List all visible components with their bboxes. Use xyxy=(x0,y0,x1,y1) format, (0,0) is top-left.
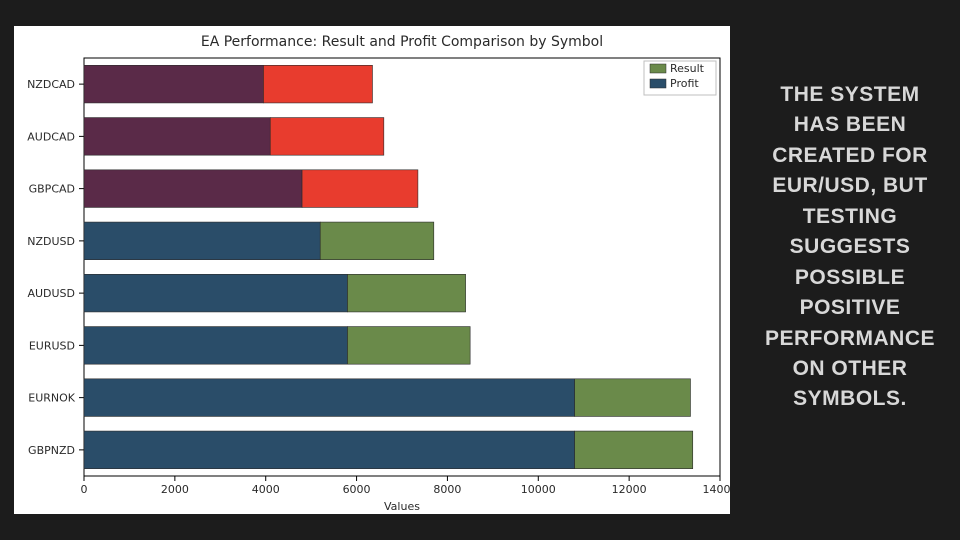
svg-text:GBPNZD: GBPNZD xyxy=(28,444,75,457)
svg-text:12000: 12000 xyxy=(612,483,647,496)
bar-result xyxy=(302,170,418,208)
bar-result xyxy=(347,327,470,365)
legend-label: Profit xyxy=(670,77,699,90)
bar-profit xyxy=(84,222,320,260)
svg-text:GBPCAD: GBPCAD xyxy=(29,183,75,196)
svg-text:10000: 10000 xyxy=(521,483,556,496)
svg-text:EURNOK: EURNOK xyxy=(28,392,76,405)
svg-text:AUDUSD: AUDUSD xyxy=(27,287,75,300)
svg-text:6000: 6000 xyxy=(343,483,371,496)
bar-profit xyxy=(84,118,270,156)
ea-performance-chart: 0 2000 4000 6000 8000 10000 12000 14000 Values NZ… xyxy=(14,26,730,514)
svg-text:8000: 8000 xyxy=(433,483,461,496)
side-description: The system has been created for EUR/USD,… xyxy=(755,80,945,415)
bar-profit xyxy=(84,431,575,469)
svg-text:NZDCAD: NZDCAD xyxy=(27,78,75,91)
bar-profit xyxy=(84,379,575,417)
bar-profit xyxy=(84,274,347,312)
bar-result xyxy=(320,222,434,260)
legend-label: Result xyxy=(670,62,705,75)
svg-text:2000: 2000 xyxy=(161,483,189,496)
svg-text:NZDUSD: NZDUSD xyxy=(27,235,75,248)
svg-text:4000: 4000 xyxy=(252,483,280,496)
bar-profit xyxy=(84,327,347,365)
bar-result xyxy=(575,379,691,417)
legend-swatch xyxy=(650,79,666,88)
svg-text:EA Performance: Result and Pro: EA Performance: Result and Profit Compar… xyxy=(201,34,603,50)
bar-profit xyxy=(84,170,302,208)
bar-result xyxy=(263,65,372,103)
svg-text:AUDCAD: AUDCAD xyxy=(27,130,75,143)
bar-profit xyxy=(84,65,263,103)
bar-result xyxy=(575,431,693,469)
bar-result xyxy=(347,274,465,312)
svg-text:14000: 14000 xyxy=(703,483,731,496)
stage: 0 2000 4000 6000 8000 10000 12000 14000 Values NZ… xyxy=(0,0,960,540)
svg-text:EURUSD: EURUSD xyxy=(29,339,75,352)
legend-swatch xyxy=(650,64,666,73)
bar-result xyxy=(270,118,384,156)
svg-text:Values: Values xyxy=(384,500,420,513)
chart-card: 0 2000 4000 6000 8000 10000 12000 14000 Values NZ… xyxy=(14,26,730,514)
svg-text:0: 0 xyxy=(81,483,88,496)
